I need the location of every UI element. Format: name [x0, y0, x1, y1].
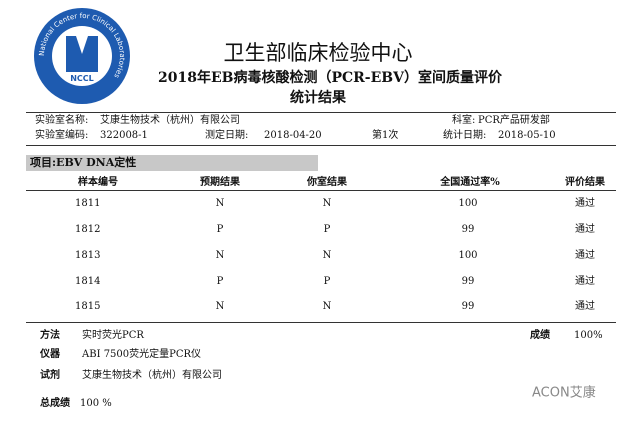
cell: P — [323, 224, 331, 235]
label: 总成绩 — [40, 398, 70, 409]
cell: N — [215, 301, 225, 312]
value: ABI 7500荧光定量PCR仪 — [82, 349, 202, 360]
column-header: 预期结果 — [200, 177, 240, 188]
cell: 1812 — [75, 224, 101, 235]
label: 成绩 — [530, 330, 550, 341]
label: 测定日期: — [205, 130, 249, 141]
rule — [26, 322, 616, 323]
cell: 通过 — [575, 198, 595, 209]
cell: 100 — [458, 250, 478, 261]
cell: N — [215, 198, 225, 209]
title: 2018年EB病毒核酸检测（PCR-EBV）室间质量评价 — [158, 70, 502, 86]
cell: N — [215, 250, 225, 261]
column-header: 样本编号 — [78, 177, 118, 188]
cell: 99 — [461, 301, 475, 312]
cell: N — [322, 301, 332, 312]
value: 艾康生物技术（杭州）有限公司 — [82, 370, 222, 381]
column-header: 评价结果 — [565, 177, 605, 188]
value: 322008-1 — [100, 130, 148, 141]
value: 100% — [574, 330, 603, 341]
label: 仪器 — [40, 349, 60, 360]
cell: 99 — [461, 224, 475, 235]
value: 第1次 — [372, 130, 399, 141]
value: 实时荧光PCR — [82, 330, 144, 341]
cell: 99 — [461, 276, 475, 287]
value: 100 % — [80, 398, 112, 409]
label: 统计日期: — [443, 130, 487, 141]
logo: National Center for Clinical Laboratorie… — [34, 8, 130, 104]
value: 艾康生物技术（杭州）有限公司 — [100, 115, 240, 126]
rule — [26, 112, 616, 113]
column-header: 你室结果 — [307, 177, 347, 188]
cell: 通过 — [575, 250, 595, 261]
subtitle: 统计结果 — [290, 90, 346, 106]
column-header: 全国通过率% — [440, 177, 500, 188]
cell: 通过 — [575, 276, 595, 287]
label: 方法 — [40, 330, 60, 341]
cell: 1811 — [75, 198, 101, 209]
cell: N — [322, 250, 332, 261]
cell: 1815 — [75, 301, 101, 312]
cell: 1814 — [75, 276, 101, 287]
value: PCR产品研发部 — [478, 115, 550, 126]
cell: P — [216, 224, 224, 235]
watermark: ACON艾康 — [532, 385, 596, 401]
rule — [26, 190, 616, 191]
label: 科室: — [452, 115, 476, 126]
value: 2018-04-20 — [264, 130, 322, 141]
cell: 1813 — [75, 250, 101, 261]
label: 实验室名称: — [35, 115, 89, 126]
label: 试剂 — [40, 370, 60, 381]
cell: N — [322, 198, 332, 209]
org: 卫生部临床检验中心 — [223, 41, 413, 65]
rule — [26, 145, 616, 146]
project: 项目:EBV DNA定性 — [30, 156, 137, 169]
label: 实验室编码: — [35, 130, 89, 141]
value: 2018-05-10 — [498, 130, 556, 141]
cell: 通过 — [575, 301, 595, 312]
cell: 通过 — [575, 224, 595, 235]
cell: 100 — [458, 198, 478, 209]
logo-initials: NCCL — [70, 74, 94, 83]
cell: P — [216, 276, 224, 287]
cell: P — [323, 276, 331, 287]
project-bar — [26, 155, 318, 171]
